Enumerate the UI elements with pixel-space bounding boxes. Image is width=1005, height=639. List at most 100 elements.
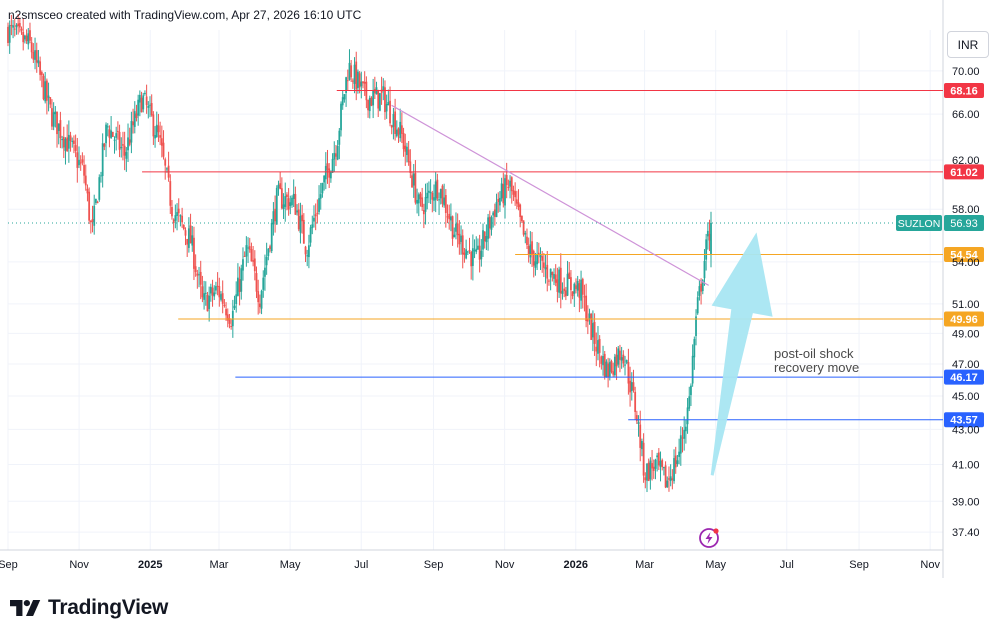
candle: [12, 19, 14, 39]
candle: [138, 90, 141, 117]
candle-body: [615, 354, 618, 367]
candle-body: [477, 245, 479, 250]
candle-body: [52, 112, 55, 127]
candle-body: [471, 248, 474, 266]
candle-body: [575, 285, 577, 289]
candle-body: [191, 235, 194, 246]
candle-body: [468, 250, 471, 252]
candle: [406, 142, 408, 163]
candle-body: [138, 94, 141, 103]
candle: [705, 233, 708, 271]
candle: [267, 248, 270, 261]
brand-footer[interactable]: TradingView: [10, 596, 168, 620]
candle-body: [651, 463, 653, 469]
candle: [111, 131, 114, 138]
candle: [35, 42, 38, 73]
candle: [336, 140, 339, 161]
candle-body: [668, 478, 670, 480]
candle: [39, 56, 42, 81]
candle: [74, 134, 77, 158]
candle-body: [59, 120, 62, 139]
candle: [676, 454, 679, 467]
candle-body: [181, 215, 184, 223]
candle: [292, 179, 295, 208]
candle: [461, 229, 464, 269]
candle: [324, 152, 327, 190]
candle-body: [194, 266, 197, 273]
candle-body: [646, 463, 648, 481]
candle-body: [495, 201, 498, 218]
candle: [284, 182, 287, 222]
candle-body: [673, 458, 675, 482]
candle-body: [12, 25, 14, 28]
candle: [612, 362, 615, 378]
candles: [7, 14, 712, 493]
candle: [576, 275, 579, 297]
candle-body: [22, 32, 25, 43]
y-tick-label: 37.40: [952, 527, 980, 539]
candle-body: [255, 273, 258, 292]
flash-icon[interactable]: [698, 527, 720, 549]
level-label-text: 61.02: [950, 167, 978, 179]
candle-body: [252, 260, 255, 262]
level-label-bg: [944, 412, 984, 428]
candle-body: [64, 138, 67, 151]
candle: [152, 111, 155, 145]
candle-body: [700, 283, 702, 292]
candle: [402, 127, 405, 157]
candle: [617, 346, 620, 368]
candle-body: [554, 274, 557, 283]
candle: [377, 89, 380, 118]
candle: [546, 250, 549, 292]
candle: [123, 131, 126, 171]
candle: [306, 249, 309, 267]
candle-body: [174, 215, 177, 221]
candle-body: [455, 223, 457, 232]
candle-body: [289, 202, 292, 206]
candle-body: [294, 194, 297, 215]
candle: [106, 123, 109, 137]
candle: [429, 179, 432, 204]
candle: [221, 280, 224, 314]
candle-body: [684, 426, 687, 432]
candle: [390, 124, 393, 135]
candle-body: [580, 279, 582, 301]
candle-body: [441, 185, 444, 204]
candle-body: [302, 219, 305, 244]
candle-body: [448, 213, 451, 220]
candle-body: [625, 360, 628, 363]
candle: [693, 336, 696, 370]
candle-body: [211, 287, 214, 296]
candle: [169, 174, 172, 215]
candle-body: [350, 65, 353, 78]
candle: [17, 14, 20, 35]
candle-body: [253, 258, 256, 272]
candle: [340, 101, 342, 137]
candle-body: [404, 145, 407, 152]
candle-body: [690, 385, 692, 396]
candle-body: [30, 42, 33, 53]
candle-body: [10, 24, 13, 26]
candle-body: [321, 182, 324, 194]
candle: [304, 245, 307, 263]
candle-body: [66, 137, 69, 152]
candle: [615, 347, 618, 381]
candle: [504, 174, 506, 219]
candle: [145, 84, 148, 114]
candle: [318, 185, 320, 215]
candle-body: [95, 199, 97, 203]
candle: [73, 135, 75, 154]
y-tick-label: 66.00: [952, 109, 980, 121]
candle: [291, 195, 293, 208]
currency-button[interactable]: INR: [947, 31, 989, 58]
candle-body: [45, 80, 48, 101]
candle: [51, 99, 53, 130]
candle-body: [40, 72, 43, 76]
candle-body: [160, 138, 163, 146]
candle: [426, 182, 429, 210]
candle: [196, 269, 199, 289]
candle: [441, 184, 444, 208]
candle: [333, 141, 336, 172]
candle-body: [370, 97, 373, 106]
